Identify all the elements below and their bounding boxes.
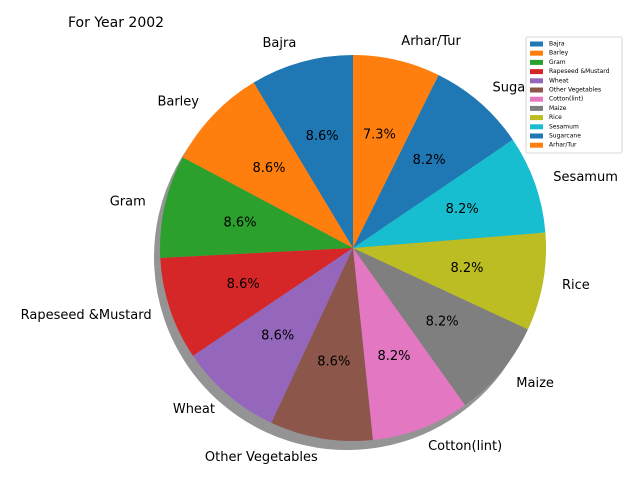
pct-label-cotton-lint: 8.2% [377, 349, 410, 364]
legend: Bajra Barley Gram Rapeseed &Mustard Wheat Oth… [525, 36, 623, 154]
pct-label-barley: 8.6% [252, 161, 285, 176]
pct-label-wheat: 8.6% [261, 329, 294, 344]
legend-swatch-arhar-tur [530, 142, 543, 148]
pct-label-gram: 8.6% [223, 215, 256, 230]
slice-other-vegetables [271, 248, 373, 441]
legend-label-sesamum: Sesamum [549, 123, 579, 130]
legend-swatch-wheat [530, 78, 543, 84]
legend-frame [525, 36, 623, 154]
legend-swatch-other-vegetables [530, 87, 543, 93]
legend-label-arhar-tur: Arhar/Tur [549, 142, 577, 149]
slice-bajra [253, 55, 353, 248]
slice-label-arhar-tur: Arhar/Tur [401, 34, 461, 49]
slice-wheat [192, 248, 353, 423]
slice-label-other-vegetables: Other Vegetables [205, 450, 318, 465]
legend-swatch-cotton-lint [530, 96, 543, 102]
legend-swatch-gram [530, 59, 543, 65]
pct-label-bajra: 8.6% [306, 129, 339, 144]
legend-swatch-bajra [530, 41, 543, 47]
legend-label-bajra: Bajra [549, 41, 565, 48]
slice-label-wheat: Wheat [173, 402, 215, 417]
slice-sesamum [353, 139, 546, 248]
pct-label-other-vegetables: 8.6% [317, 355, 350, 370]
legend-swatch-sesamum [530, 124, 543, 130]
slice-label-rice: Rice [562, 278, 590, 293]
slice-label-maize: Maize [516, 376, 554, 391]
slice-label-sesamum: Sesamum [553, 170, 618, 185]
legend-label-cotton-lint: Cotton(lint) [549, 96, 583, 103]
slice-maize [353, 248, 528, 406]
slice-rice [353, 232, 547, 330]
legend-label-wheat: Wheat [549, 77, 569, 84]
legend-label-barley: Barley [549, 50, 569, 57]
pct-label-sesamum: 8.2% [446, 202, 479, 217]
legend-swatch-rapeseed-mustard [530, 69, 543, 75]
slice-sugarcane [353, 74, 513, 249]
percent-labels: 8.6% 8.6% 8.6% 8.6% 8.6% 8.6% 8.2% 8.2% 8.2% 8.2%… [223, 128, 483, 370]
slice-label-rapeseed-mustard: Rapeseed &Mustard [21, 308, 152, 323]
legend-swatch-rice [530, 115, 543, 121]
legend-label-gram: Gram [549, 59, 566, 66]
slice-gram [160, 157, 353, 259]
pct-label-arhar-tur: 7.3% [363, 128, 396, 143]
pct-label-maize: 8.2% [426, 315, 459, 330]
legend-label-rapeseed-mustard: Rapeseed &Mustard [549, 68, 610, 75]
legend-swatch-barley [530, 50, 543, 56]
slice-arhar-tur [353, 55, 439, 248]
slice-label-cotton-lint: Cotton(lint) [428, 439, 502, 454]
legend-swatch-sugarcane [530, 133, 543, 139]
legend-label-other-vegetables: Other Vegetables [549, 87, 601, 94]
pie-slices [160, 55, 547, 441]
pct-label-rice: 8.2% [450, 261, 483, 276]
legend-swatch-maize [530, 105, 543, 111]
legend-label-maize: Maize [549, 105, 567, 112]
slice-label-bajra: Bajra [262, 36, 296, 51]
pct-label-sugarcane: 8.2% [413, 153, 446, 168]
slice-label-gram: Gram [110, 195, 146, 210]
slice-barley [182, 82, 353, 248]
slice-rapeseed-mustard [160, 248, 353, 356]
slice-cotton-lint [353, 248, 466, 440]
legend-label-sugarcane: Sugarcane [549, 133, 581, 140]
pct-label-rapeseed-mustard: 8.6% [227, 277, 260, 292]
slice-labels: Bajra Barley Gram Rapeseed &Mustard Wheat Oth… [21, 34, 618, 465]
slice-label-barley: Barley [157, 94, 199, 109]
legend-label-rice: Rice [549, 114, 562, 121]
chart-title: For Year 2002 [68, 15, 164, 31]
